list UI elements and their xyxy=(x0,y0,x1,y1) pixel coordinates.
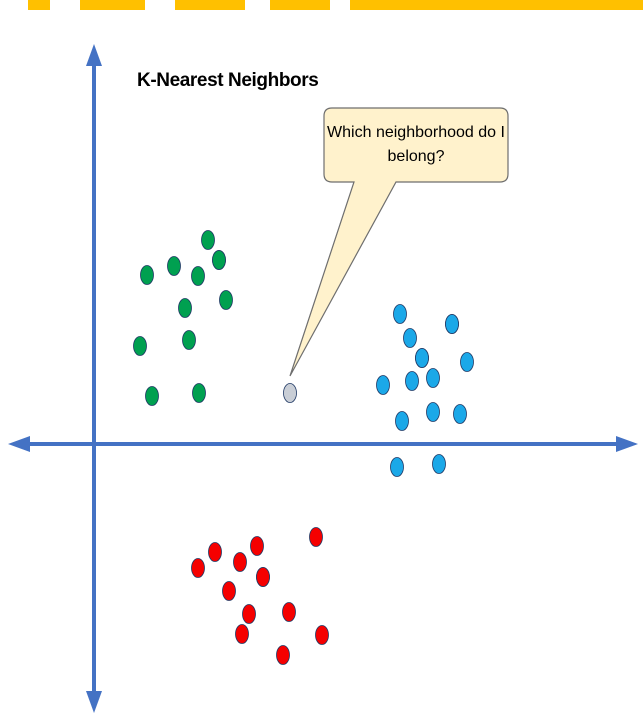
banner-segment xyxy=(270,0,330,10)
red-point xyxy=(282,602,296,622)
banner-segment xyxy=(80,0,145,10)
blue-point xyxy=(453,404,467,424)
y-axis-arrow-down xyxy=(86,691,102,713)
blue-point xyxy=(445,314,459,334)
banner-segment xyxy=(350,0,643,10)
green-point xyxy=(140,265,154,285)
green-point xyxy=(178,298,192,318)
blue-point xyxy=(390,457,404,477)
green-point xyxy=(133,336,147,356)
red-point xyxy=(309,527,323,547)
top-banner xyxy=(28,0,643,10)
query-point xyxy=(283,383,297,403)
blue-point xyxy=(415,348,429,368)
blue-point xyxy=(395,411,409,431)
points-layer xyxy=(133,230,474,665)
callout-text: Which neighborhood do I belong? xyxy=(327,124,505,165)
blue-point xyxy=(426,402,440,422)
blue-point xyxy=(460,352,474,372)
red-point xyxy=(250,536,264,556)
red-point xyxy=(256,567,270,587)
axes xyxy=(8,44,638,713)
blue-point xyxy=(393,304,407,324)
x-axis-arrow-left xyxy=(8,436,30,452)
red-point xyxy=(276,645,290,665)
blue-point xyxy=(403,328,417,348)
green-point xyxy=(192,383,206,403)
blue-point xyxy=(432,454,446,474)
green-point xyxy=(212,250,226,270)
banner-segment xyxy=(175,0,245,10)
red-point xyxy=(233,552,247,572)
green-point xyxy=(219,290,233,310)
y-axis-arrow-up xyxy=(86,44,102,66)
green-point xyxy=(182,330,196,350)
diagram-title: K-Nearest Neighbors xyxy=(137,70,319,91)
red-point xyxy=(315,625,329,645)
green-point xyxy=(167,256,181,276)
callout-bubble xyxy=(289,107,509,377)
x-axis-arrow-right xyxy=(616,436,638,452)
red-point xyxy=(235,624,249,644)
banner-segment xyxy=(28,0,50,10)
green-point xyxy=(201,230,215,250)
blue-point xyxy=(426,368,440,388)
red-point xyxy=(191,558,205,578)
green-point xyxy=(145,386,159,406)
blue-point xyxy=(405,371,419,391)
red-point xyxy=(208,542,222,562)
red-point xyxy=(222,581,236,601)
red-point xyxy=(242,604,256,624)
blue-point xyxy=(376,375,390,395)
green-point xyxy=(191,266,205,286)
